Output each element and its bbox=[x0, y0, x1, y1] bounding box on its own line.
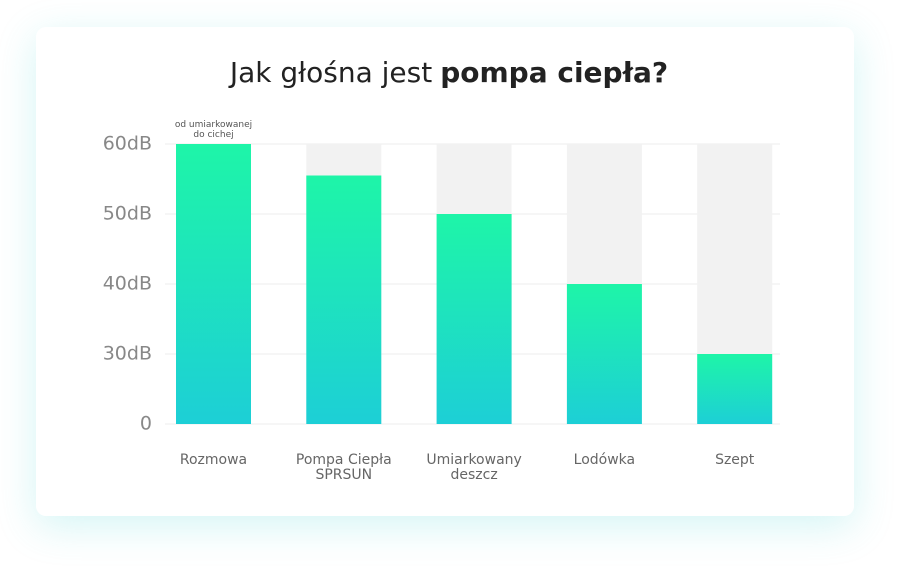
x-tick-label: Pompa Ciepła SPRSUN bbox=[295, 452, 392, 483]
title-regular: Jak głośna jest bbox=[228, 56, 432, 89]
chart-title: Jak głośna jest pompa ciepła? bbox=[228, 56, 668, 89]
y-tick-label: 50dB bbox=[103, 203, 152, 225]
y-tick-label: 60dB bbox=[103, 133, 152, 155]
x-tick-label: Rozmowa bbox=[179, 452, 248, 468]
annotation: od umiarkowanej do cichej bbox=[174, 120, 253, 140]
y-tick-label: 30dB bbox=[103, 343, 152, 365]
x-tick-label: Umiarkowany deszcz bbox=[426, 452, 522, 483]
y-tick-label: 0 bbox=[140, 413, 152, 435]
bar bbox=[306, 175, 382, 424]
bar bbox=[436, 214, 512, 424]
bar bbox=[176, 144, 251, 424]
x-tick-label: Szept bbox=[715, 452, 755, 468]
y-tick-label: 40dB bbox=[103, 273, 152, 295]
x-tick-label: Lodówka bbox=[573, 452, 636, 468]
bar bbox=[566, 284, 642, 424]
title-bold: pompa ciepła? bbox=[440, 56, 668, 89]
bar bbox=[697, 354, 773, 424]
